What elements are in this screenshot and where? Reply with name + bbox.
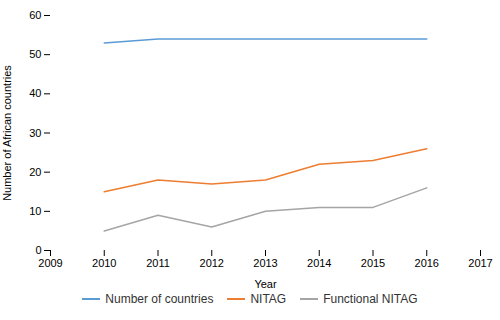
svg-text:40: 40 <box>29 87 41 99</box>
svg-text:60: 60 <box>29 9 41 21</box>
svg-text:2017: 2017 <box>468 257 492 269</box>
svg-text:Number of African countries: Number of African countries <box>1 65 13 201</box>
html-text:Number of countries: Number of countries <box>105 292 214 306</box>
svg-text:0: 0 <box>35 244 41 256</box>
svg-text:2016: 2016 <box>415 257 439 269</box>
svg-text:50: 50 <box>29 48 41 60</box>
svg-text:Year: Year <box>254 278 277 290</box>
svg-text:2015: 2015 <box>361 257 385 269</box>
svg-text:2014: 2014 <box>307 257 331 269</box>
svg-text:20: 20 <box>29 166 41 178</box>
svg-text:2009: 2009 <box>38 257 62 269</box>
html-text:NITAG: NITAG <box>250 292 287 306</box>
svg-text:30: 30 <box>29 127 41 139</box>
svg-text:2012: 2012 <box>200 257 224 269</box>
svg-text:2013: 2013 <box>253 257 277 269</box>
svg-text:2010: 2010 <box>92 257 116 269</box>
svg-text:2011: 2011 <box>146 257 170 269</box>
html-text:Functional NITAG: Functional NITAG <box>323 292 418 306</box>
svg-text:10: 10 <box>29 205 41 217</box>
